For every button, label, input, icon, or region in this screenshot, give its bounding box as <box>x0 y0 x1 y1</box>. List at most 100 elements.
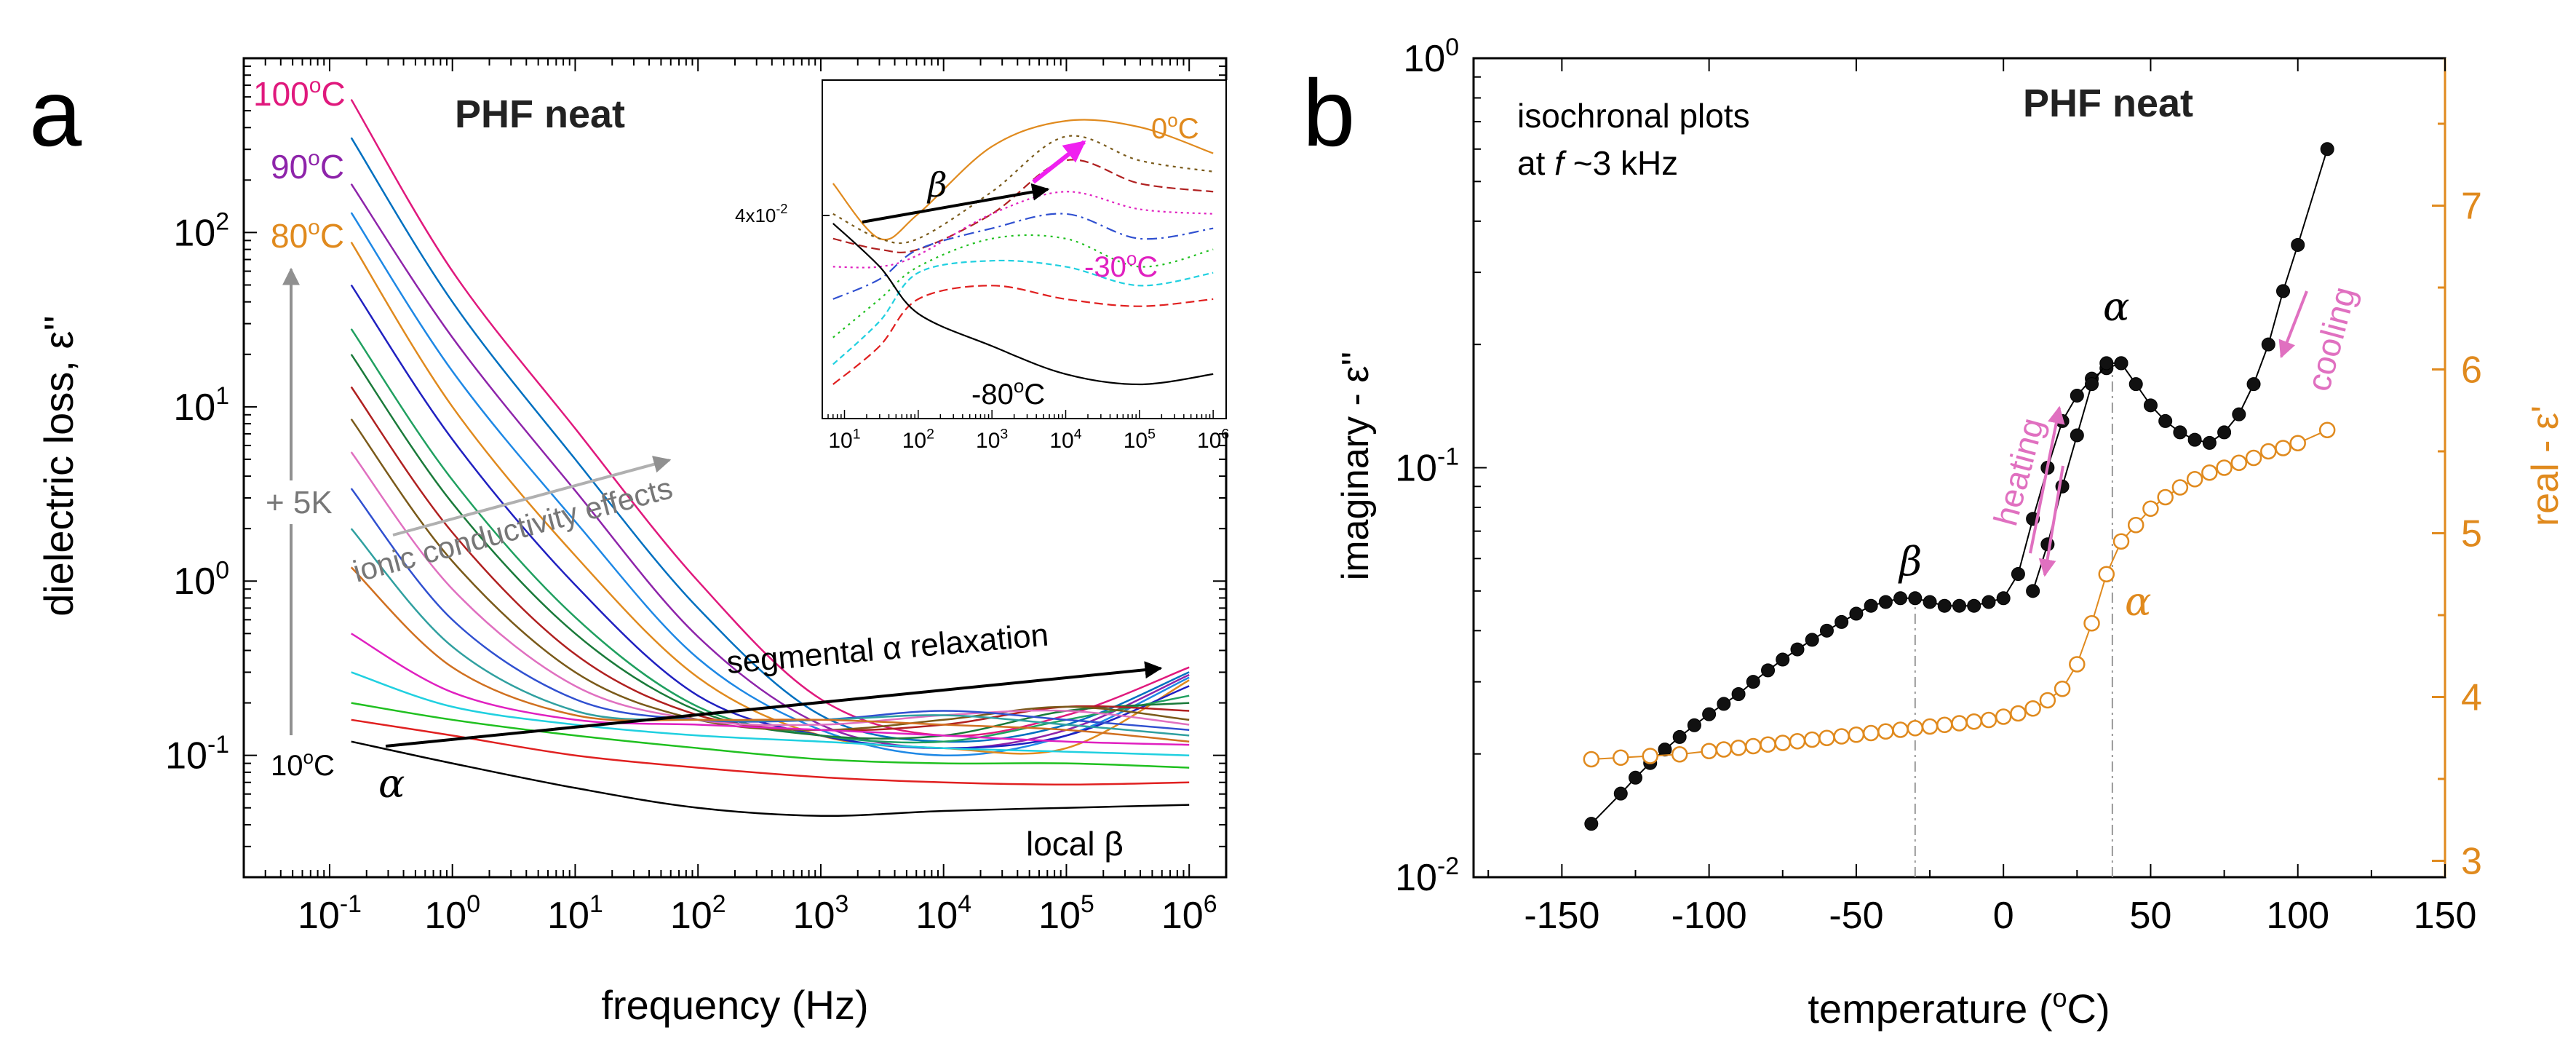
point-b-2-15 <box>1862 724 1880 742</box>
point-b-0-4 <box>1658 743 1672 757</box>
panel-a-letter: a <box>29 60 82 166</box>
point-b-2-19 <box>1921 718 1939 735</box>
panel-b-title: PHF neat <box>2023 82 2193 125</box>
heating-arrow-down <box>2038 465 2064 577</box>
point-b-2-6 <box>1730 740 1747 756</box>
inset-chart: 101 102 103 104 105 106 4x10-2 0oC -30oC -80o… <box>735 79 1233 453</box>
step-annotation: + 5K <box>266 485 333 520</box>
inset-frame <box>822 79 1227 419</box>
step-label-bg <box>258 480 346 524</box>
series-line-a-4 <box>350 242 1190 755</box>
inset-bg <box>822 80 1233 433</box>
cooling-annotation: cooling <box>2299 282 2363 395</box>
y-tick-label-b-right-2: 5 <box>2461 513 2482 555</box>
panel-b-letter: b <box>1303 60 1355 166</box>
inset-series-line-8 <box>832 223 1214 386</box>
series-line-b-2 <box>1591 429 2328 760</box>
y-tick-label-b-right-3: 6 <box>2461 349 2482 392</box>
cooling-arrow <box>2278 290 2308 359</box>
point-b-1-19 <box>2026 584 2040 598</box>
inset-series-group <box>832 119 1214 386</box>
point-b-2-8 <box>1760 736 1776 753</box>
alpha-relaxation-arrow <box>385 661 1163 748</box>
series-line-a-15 <box>351 671 1190 756</box>
point-b-0-9 <box>1731 686 1746 701</box>
temp-label-100: 100oC <box>253 74 346 113</box>
y-tick-label-b-right-4: 7 <box>2461 186 2482 228</box>
inset-label-m30C: -30oC <box>1084 248 1158 283</box>
panel-b-x-label: temperature (oC) <box>1808 983 2110 1032</box>
point-b-2-26 <box>2024 700 2041 717</box>
point-b-2-11 <box>1803 731 1821 748</box>
point-b-2-28 <box>2054 681 2071 697</box>
point-b-0-0 <box>1584 817 1599 831</box>
panel-a: a 10-1 100 101 102 103 104 105 106 10-110010110… <box>29 57 1233 1028</box>
point-b-2-16 <box>1877 723 1894 740</box>
series-line-a-2 <box>350 183 1190 750</box>
isochronal-line-1: isochronal plots <box>1517 97 1750 135</box>
point-b-2-25 <box>2010 705 2027 722</box>
point-b-2-29 <box>2069 656 2086 673</box>
heating-annotation: heating <box>1986 413 2051 529</box>
conductivity-arrow <box>392 456 672 537</box>
series-line-b-1 <box>2032 149 2329 592</box>
panel-a-series-group <box>350 98 1190 818</box>
point-b-2-33 <box>2127 517 2144 534</box>
panel-b-right-y-label: real - ε' <box>2524 405 2567 526</box>
panel-a-x-label: frequency (Hz) <box>601 982 868 1028</box>
inset-beta-arrow <box>862 183 1050 223</box>
isochronal-line-2: at f ~3 kHz <box>1517 144 1678 182</box>
x-tick-label-a-1: 100 <box>424 890 480 937</box>
inset-series-line-2 <box>832 159 1214 253</box>
panel-b-guide-lines <box>1914 357 2113 877</box>
alpha-symbol-b-orange: α <box>2125 579 2151 625</box>
inset-x-tick-label-5: 106 <box>1197 426 1229 453</box>
point-b-0-25 <box>1967 598 1981 613</box>
point-b-2-18 <box>1907 720 1924 737</box>
point-b-2-39 <box>2216 459 2233 476</box>
x-tick-label-b-3: 0 <box>1993 895 2014 937</box>
point-b-2-34 <box>2142 500 2159 517</box>
point-b-1-2 <box>2276 284 2290 298</box>
point-b-0-19 <box>1878 595 1893 609</box>
local-beta-annotation: local β <box>1026 825 1124 863</box>
inset-label-m80C: -80oC <box>971 375 1045 411</box>
point-b-1-18 <box>2040 537 2055 552</box>
series-line-a-1 <box>350 137 1190 743</box>
point-b-1-14 <box>2099 356 2114 371</box>
panel-a-title: PHF neat <box>455 92 625 136</box>
series-line-a-18 <box>351 740 1190 818</box>
y-tick-label-a-3: 102 <box>173 208 229 255</box>
point-b-2-40 <box>2230 454 2248 471</box>
point-b-2-12 <box>1818 729 1835 746</box>
x-tick-label-b-1: -100 <box>1671 895 1747 937</box>
panel-b-x-ticks: -150 -100 -50 0 50 100 150 <box>1487 58 2476 937</box>
point-b-0-21 <box>1908 591 1923 606</box>
point-b-0-6 <box>1687 718 1701 732</box>
alpha-symbol-b-black: α <box>2103 284 2129 330</box>
point-b-0-14 <box>1805 633 1819 647</box>
point-b-2-22 <box>1965 713 1982 730</box>
point-b-1-9 <box>2173 425 2187 440</box>
point-b-0-2 <box>1629 770 1642 785</box>
panel-a-x-ticks: 10-1 100 101 102 103 104 105 106 <box>243 58 1227 937</box>
x-tick-label-b-5: 100 <box>2266 895 2329 937</box>
panel-b-left-y-label: imaginary - ε'' <box>1335 352 1377 581</box>
series-line-a-16 <box>351 702 1190 769</box>
panel-b-right-ticks: 3 4 5 6 7 <box>2432 122 2482 883</box>
inset-magenta-arrow <box>1032 140 1086 184</box>
x-tick-label-b-0: -150 <box>1524 895 1599 937</box>
point-b-2-36 <box>2171 479 2189 496</box>
point-b-2-42 <box>2260 443 2277 460</box>
series-line-a-10 <box>350 451 1190 727</box>
point-b-1-8 <box>2187 432 2202 447</box>
y-tick-label-b-left-2: 100 <box>1403 33 1459 80</box>
inset-y-tick: 4x10-2 <box>735 202 787 226</box>
inset-series-line-4 <box>832 213 1214 300</box>
point-b-1-13 <box>2114 356 2128 371</box>
x-tick-label-a-0: 10-1 <box>298 890 362 937</box>
point-b-1-10 <box>2158 413 2173 428</box>
panel-b-series-group <box>1583 142 2336 831</box>
series-line-a-17 <box>351 718 1190 786</box>
